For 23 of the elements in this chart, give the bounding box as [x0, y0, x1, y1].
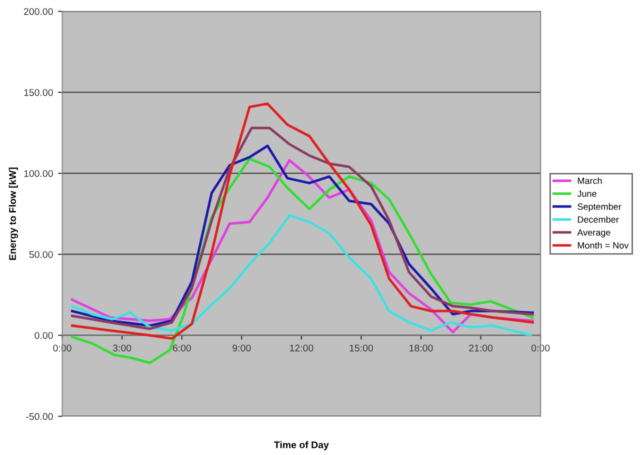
- legend-label: March: [578, 177, 602, 184]
- y-tick-label: 150.00: [24, 89, 53, 96]
- x-tick-label: 0:00: [53, 344, 72, 352]
- x-tick-label: 15:00: [350, 344, 373, 352]
- x-tick-label: 18:00: [410, 344, 433, 352]
- y-tick-label: 0.00: [34, 332, 53, 339]
- x-tick-label: 12:00: [290, 344, 314, 352]
- line-series: [70, 214, 532, 337]
- y-axis-title: Energy to Flow [kW]: [8, 168, 18, 260]
- y-tick-label: -50.00: [26, 413, 53, 420]
- y-tick-label: 50.00: [29, 251, 53, 258]
- x-axis-title: Time of Day: [274, 441, 329, 450]
- x-tick-label: 21:00: [469, 344, 493, 352]
- legend-label: September: [578, 203, 622, 212]
- x-tick-label: 3:00: [112, 344, 132, 352]
- legend-label: Average: [577, 229, 610, 238]
- legend-label: December: [578, 216, 619, 223]
- x-tick-label: 9:00: [232, 344, 251, 352]
- y-tick-label: 200.00: [24, 8, 53, 15]
- legend-label: Month = Nov: [578, 242, 629, 249]
- x-tick-label: 6:00: [172, 344, 191, 352]
- legend-label: June: [577, 190, 596, 197]
- y-tick-label: 100.00: [24, 170, 53, 177]
